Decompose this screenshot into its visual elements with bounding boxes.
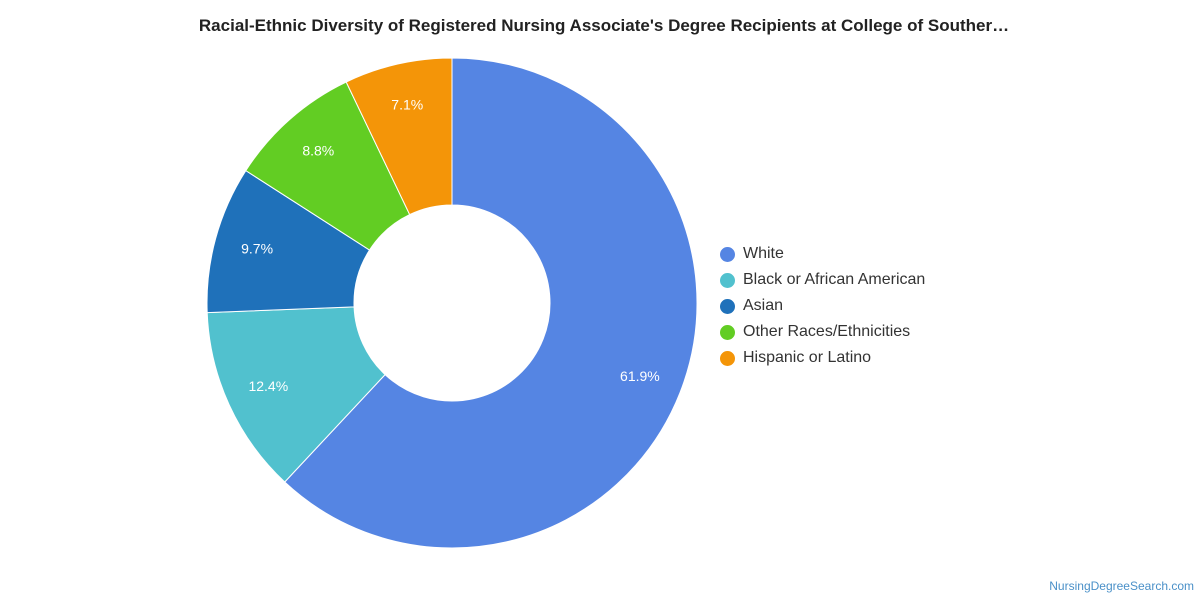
pie-slice-black-or-african-american[interactable]: [206, 306, 386, 483]
legend-label: Black or African American: [743, 271, 926, 288]
legend-marker-icon: [720, 324, 735, 340]
pie-slice-white[interactable]: [284, 57, 698, 549]
chart-legend: White Black or African American Asian Other…: [720, 241, 925, 371]
pie-slice-hispanic-or-latino[interactable]: [345, 57, 453, 216]
legend-label: White: [743, 245, 784, 262]
legend-label: Other Races/Ethnicities: [743, 323, 911, 340]
slice-label-black-or-african-american: 12.4%: [248, 378, 288, 394]
slice-label-hispanic-or-latino: 7.1%: [391, 97, 423, 113]
slice-label-white: 61.9%: [620, 368, 660, 384]
legend-item-white[interactable]: White: [720, 241, 925, 267]
slice-label-other-races-ethnicities: 8.8%: [302, 142, 334, 158]
legend-label: Asian: [743, 297, 784, 314]
legend-marker-icon: [720, 246, 735, 262]
slice-label-asian: 9.7%: [241, 241, 273, 257]
legend-marker-icon: [720, 272, 735, 288]
legend-item-other-races-ethnicities[interactable]: Other Races/Ethnicities: [720, 319, 925, 345]
source-credit-link[interactable]: NursingDegreeSearch.com: [1049, 579, 1194, 593]
chart-title: Racial-Ethnic Diversity of Registered Nu…: [198, 16, 1010, 35]
legend-label: Hispanic or Latino: [743, 349, 872, 366]
legend-item-hispanic-or-latino[interactable]: Hispanic or Latino: [720, 345, 925, 371]
legend-marker-icon: [720, 298, 735, 314]
legend-item-asian[interactable]: Asian: [720, 293, 925, 319]
legend-item-black-or-african-american[interactable]: Black or African American: [720, 267, 925, 293]
legend-marker-icon: [720, 350, 735, 366]
